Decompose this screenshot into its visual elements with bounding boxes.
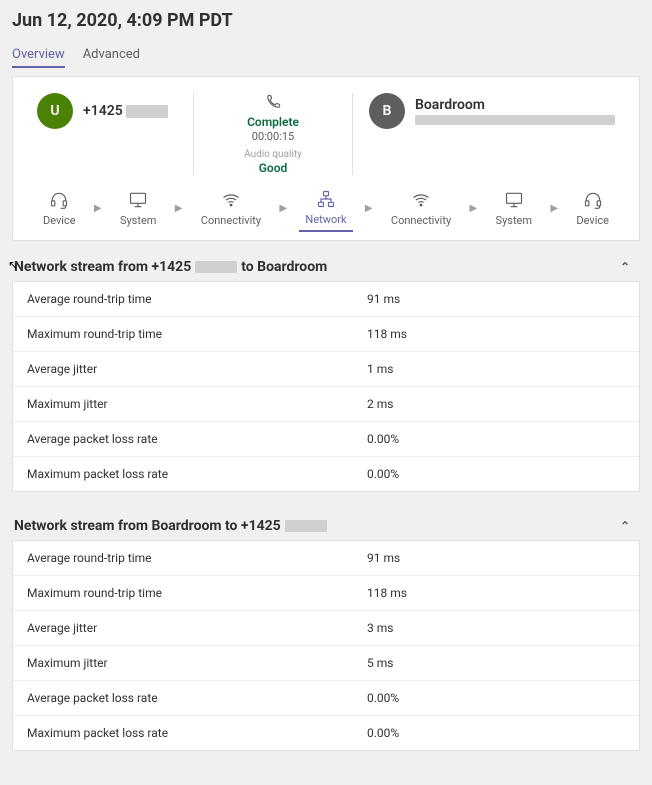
table-row: Average packet loss rate0.00% — [13, 681, 639, 716]
monitor-icon — [504, 190, 524, 210]
caller-right-name: Boardroom — [415, 97, 615, 113]
phone-icon — [264, 93, 282, 111]
caller-right-sub — [415, 113, 615, 126]
table-row: Maximum round-trip time118 ms — [13, 317, 639, 352]
crumb-system-right[interactable]: System — [490, 186, 539, 231]
audio-quality-value: Good — [259, 161, 288, 175]
table-row: Maximum packet loss rate0.00% — [13, 457, 639, 491]
table-row: Maximum jitter5 ms — [13, 646, 639, 681]
page-title: Jun 12, 2020, 4:09 PM PDT — [12, 10, 640, 31]
redacted-address — [415, 115, 615, 125]
headset-icon — [49, 190, 69, 210]
crumb-network[interactable]: Network — [299, 185, 352, 232]
crumb-connectivity-right[interactable]: Connectivity — [385, 186, 457, 231]
caller-left-number: +1425 — [83, 103, 168, 119]
wifi-icon — [221, 190, 241, 210]
section-header-2[interactable]: Network stream from Boardroom to +1425 ⌃ — [12, 514, 640, 540]
call-duration: 00:00:15 — [252, 130, 294, 143]
tabs: Overview Advanced — [12, 47, 640, 68]
arrow-icon: ▶ — [365, 203, 373, 214]
avatar-left: U — [37, 93, 73, 129]
section-header-1[interactable]: Network stream from +1425 to Boardroom ⌃ — [12, 255, 640, 281]
table-row: Maximum jitter2 ms — [13, 387, 639, 422]
arrow-icon: ▶ — [470, 203, 478, 214]
caller-left: U +1425 — [37, 93, 185, 129]
arrow-icon: ▶ — [550, 203, 558, 214]
redacted-number — [285, 520, 327, 532]
metrics-table-2: Average round-trip time91 ms Maximum rou… — [12, 540, 640, 751]
tab-overview[interactable]: Overview — [12, 47, 65, 68]
crumb-device-right[interactable]: Device — [570, 186, 615, 231]
metrics-table-1: Average round-trip time91 ms Maximum rou… — [12, 281, 640, 492]
avatar-right: B — [369, 93, 405, 129]
redacted-number — [126, 105, 168, 118]
crumb-connectivity-left[interactable]: Connectivity — [195, 186, 267, 231]
audio-quality-label: Audio quality — [244, 149, 302, 160]
call-summary-card: U +1425 Complete 00:00:15 Audio quality … — [12, 76, 640, 241]
call-path-breadcrumb: Device ▶ System ▶ Connectivity ▶ — [37, 185, 615, 232]
table-row: Average round-trip time91 ms — [13, 541, 639, 576]
headset-icon — [583, 190, 603, 210]
crumb-device-left[interactable]: Device — [37, 186, 82, 231]
call-status: Complete — [247, 115, 299, 129]
wifi-icon — [411, 190, 431, 210]
caller-right: B Boardroom — [361, 93, 615, 129]
tab-advanced[interactable]: Advanced — [83, 47, 140, 68]
redacted-number — [195, 261, 237, 273]
arrow-icon: ▶ — [279, 203, 287, 214]
arrow-icon: ▶ — [175, 203, 183, 214]
table-row: Average round-trip time91 ms — [13, 282, 639, 317]
chevron-up-icon: ⌃ — [620, 519, 630, 533]
monitor-icon — [128, 190, 148, 210]
network-icon — [316, 189, 336, 209]
arrow-icon: ▶ — [94, 203, 102, 214]
chevron-up-icon: ⌃ — [620, 260, 630, 274]
call-status-block: Complete 00:00:15 Audio quality Good — [193, 93, 353, 175]
table-row: Average jitter1 ms — [13, 352, 639, 387]
table-row: Maximum round-trip time118 ms — [13, 576, 639, 611]
table-row: Average jitter3 ms — [13, 611, 639, 646]
table-row: Average packet loss rate0.00% — [13, 422, 639, 457]
crumb-system-left[interactable]: System — [114, 186, 163, 231]
table-row: Maximum packet loss rate0.00% — [13, 716, 639, 750]
